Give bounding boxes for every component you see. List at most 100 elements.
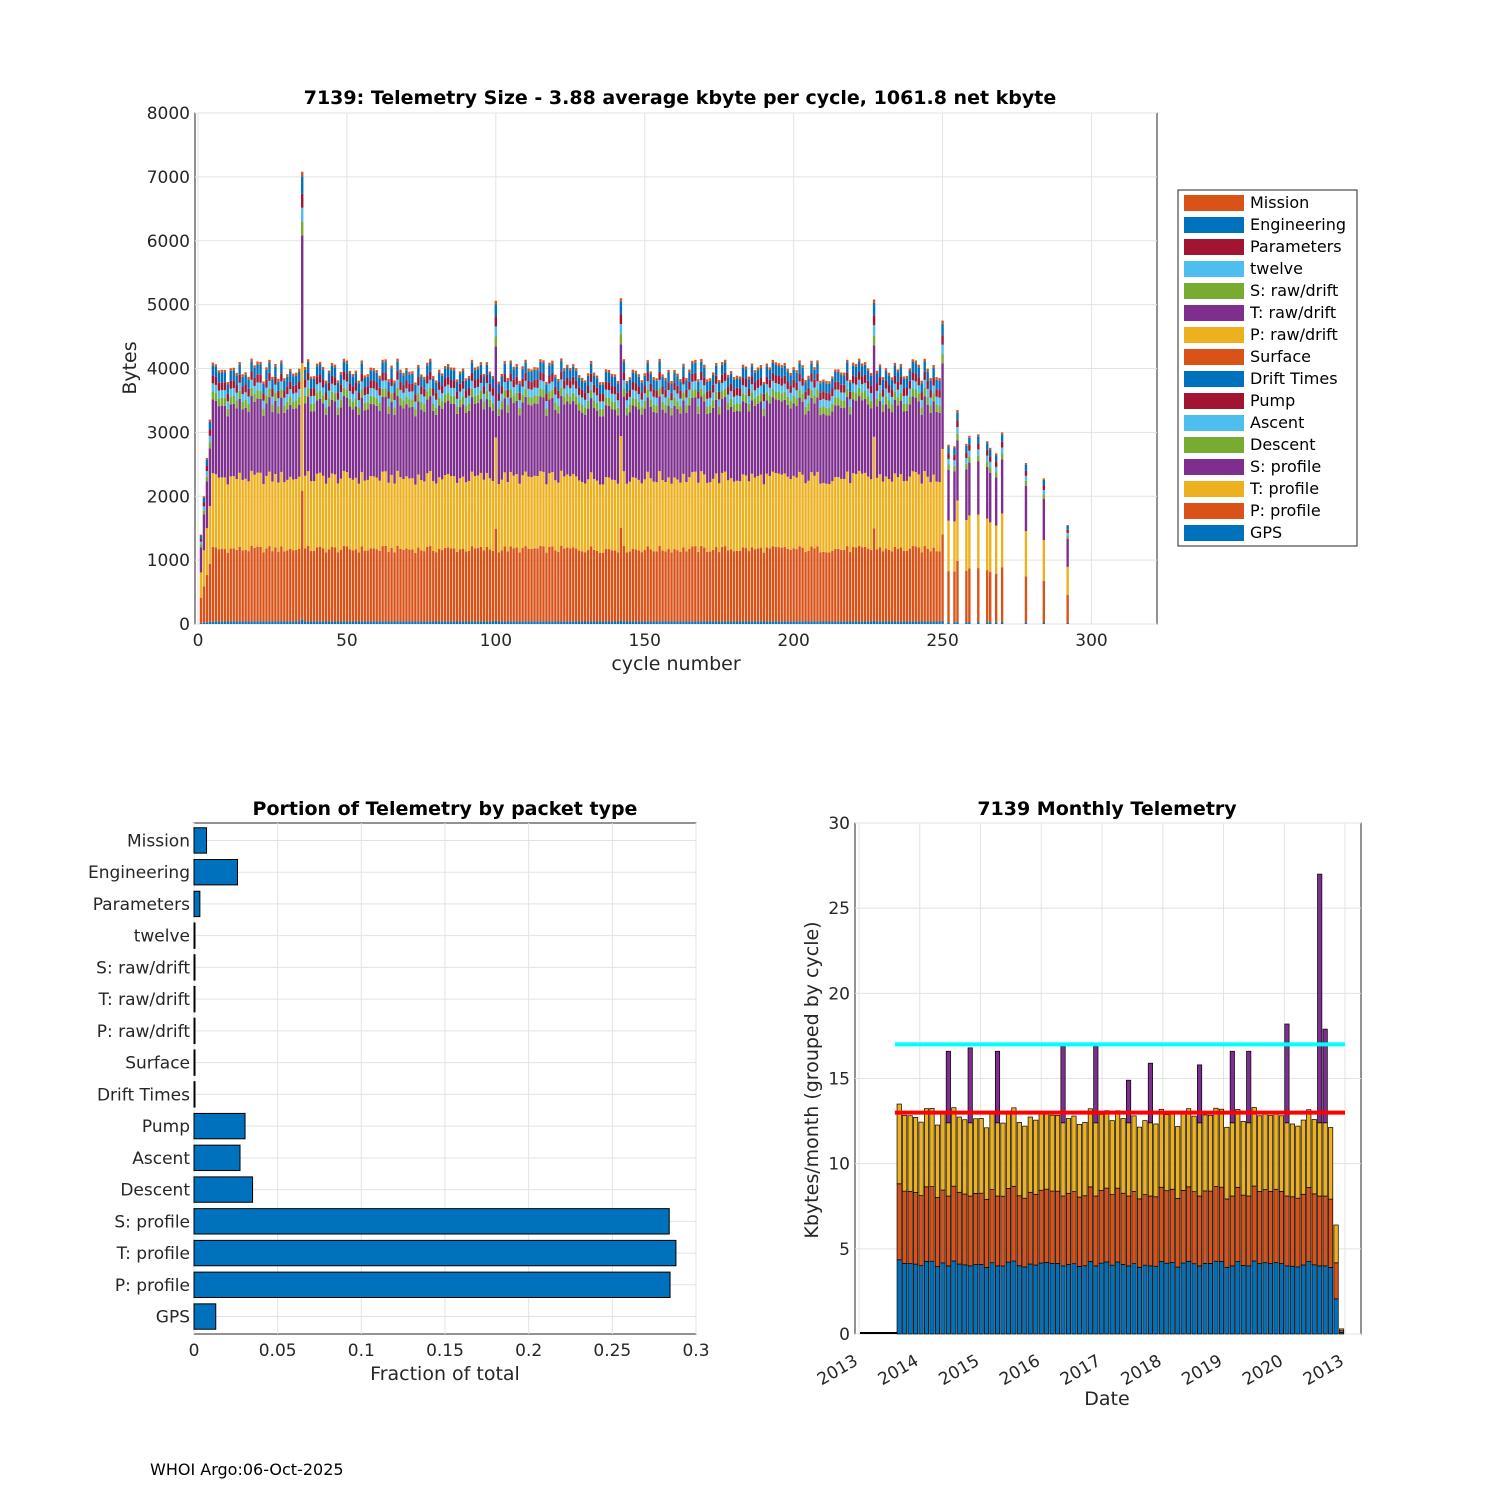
- c1-bar-segment: [720, 382, 724, 391]
- c1-bar-segment: [298, 368, 301, 372]
- c1-bar-segment: [932, 367, 935, 378]
- c1-bar-segment: [521, 475, 524, 548]
- c1-bar-segment: [482, 386, 486, 394]
- c1-bar-segment: [846, 471, 849, 547]
- c1-bar-segment: [649, 371, 652, 374]
- c1-bar-segment: [807, 387, 810, 396]
- c1-bar-segment: [798, 471, 801, 547]
- c1-bar-segment: [503, 398, 506, 473]
- c3-bar-segment: [1273, 1112, 1279, 1190]
- c1-bar-segment: [205, 466, 209, 472]
- c1-bar-segment: [884, 476, 888, 549]
- c1-bar-segment: [354, 382, 358, 391]
- c1-bar-segment: [271, 481, 274, 552]
- c1-bar-segment: [813, 548, 816, 622]
- c1-bar-segment: [688, 477, 691, 549]
- c1-bar-segment: [816, 397, 819, 472]
- c3-bar-segment: [1251, 1260, 1257, 1335]
- c1-bar-segment: [199, 535, 203, 539]
- c1-bar-segment: [807, 621, 810, 624]
- c1-bar-segment: [583, 392, 587, 400]
- c1-bar-segment: [280, 363, 283, 374]
- c1-bar-segment: [199, 541, 203, 545]
- c1-bar-segment: [330, 473, 334, 548]
- c1-bar-segment: [956, 560, 959, 622]
- c1-bar-segment: [613, 479, 617, 551]
- c1-bar-segment: [405, 548, 408, 622]
- c1-bar-segment: [744, 366, 748, 370]
- c1-bar-segment: [357, 552, 360, 622]
- c1-bar-segment: [378, 621, 381, 624]
- c1-bar-segment: [735, 480, 739, 551]
- c1-bar-segment: [548, 362, 551, 366]
- c1-bar-segment: [342, 358, 346, 362]
- c2-bar: [193, 1303, 217, 1330]
- c1-bar-segment: [661, 409, 664, 480]
- c1-bar-segment: [461, 476, 465, 549]
- c1-bar-segment: [819, 621, 822, 624]
- c3-bar-segment: [1218, 1108, 1224, 1188]
- c1-bar-segment: [667, 549, 670, 622]
- c1-bar-segment: [968, 437, 971, 445]
- c1-bar-segment: [709, 397, 712, 406]
- c1-bar-segment: [452, 367, 456, 371]
- c1-bar-segment: [902, 481, 906, 551]
- c1-bar-segment: [360, 621, 363, 624]
- c1-bar-segment: [682, 376, 685, 385]
- c1-bar-segment: [232, 403, 235, 477]
- c1-bar-segment: [825, 400, 828, 408]
- c1-bar-segment: [786, 381, 789, 389]
- c3-bar-segment: [1311, 1193, 1317, 1266]
- c1-bar-segment: [786, 396, 789, 405]
- c1-bar-segment: [533, 548, 536, 622]
- c1-bar-segment: [801, 474, 804, 548]
- c1-bar-segment: [417, 401, 420, 475]
- c1-bar-segment: [381, 621, 384, 624]
- c1-bar-segment: [753, 398, 757, 406]
- c1-bar-segment: [646, 546, 649, 622]
- c1-bar-segment: [217, 406, 221, 478]
- c1-bar-segment: [417, 393, 420, 402]
- c1-bar-segment: [849, 399, 852, 407]
- c3-bar-segment: [945, 1195, 951, 1267]
- c1-bar-segment: [354, 549, 358, 622]
- c3-bar-segment: [1147, 1195, 1153, 1267]
- c1-bar-segment: [399, 369, 402, 373]
- c1-bar-segment: [506, 377, 509, 381]
- c1-bar-segment: [914, 360, 917, 364]
- c2-bar: [193, 1271, 671, 1298]
- c1-bar-segment: [482, 409, 486, 480]
- c1-bar-segment: [863, 362, 867, 365]
- c1-bar-segment: [247, 551, 250, 622]
- c1-bar-segment: [256, 390, 259, 399]
- c1-bar-segment: [715, 391, 718, 400]
- c3-bar-segment: [1257, 1115, 1263, 1192]
- c1-bar-segment: [253, 385, 256, 394]
- c1-bar-segment: [899, 621, 903, 624]
- c1-bar-segment: [849, 621, 852, 624]
- c1-bar-segment: [953, 460, 956, 466]
- c1-bar-segment: [837, 369, 840, 372]
- c1-bar-segment: [232, 380, 235, 389]
- c1-bar-segment: [655, 390, 658, 398]
- c1-bar-segment: [414, 484, 417, 553]
- c1-bar-segment: [1024, 475, 1028, 481]
- c1-bar-segment: [622, 361, 626, 373]
- c1-bar-segment: [268, 471, 271, 547]
- c1-bar-segment: [661, 374, 664, 377]
- c1-bar-segment: [908, 368, 911, 371]
- c1-bar-segment: [342, 621, 346, 624]
- c1-bar-segment: [622, 621, 626, 624]
- c1-bar-segment: [366, 550, 369, 622]
- c1-bar-segment: [467, 403, 471, 411]
- c1-bar-segment: [616, 400, 620, 408]
- c1-bar-segment: [753, 382, 757, 391]
- c1-bar-segment: [953, 465, 956, 472]
- c3-bar-segment: [1262, 1112, 1268, 1190]
- c1-bar-segment: [438, 382, 441, 390]
- c1-bar-segment: [312, 403, 316, 412]
- c1-bar-segment: [795, 372, 798, 383]
- c1-bar-segment: [905, 480, 909, 551]
- c1-bar-segment: [774, 546, 777, 622]
- c1-bar-segment: [378, 480, 381, 551]
